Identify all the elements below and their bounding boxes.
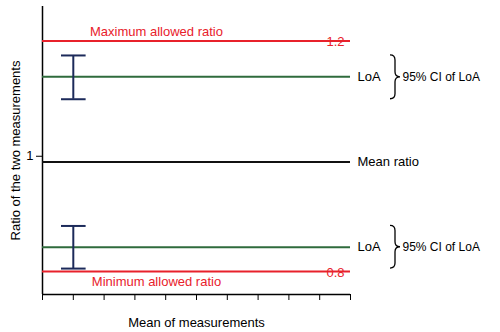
svg-text:Minimum allowed ratio: Minimum allowed ratio	[92, 274, 221, 289]
svg-text:LoA: LoA	[358, 239, 381, 254]
svg-text:1.2: 1.2	[326, 34, 344, 49]
svg-text:95% CI of LoA: 95% CI of LoA	[403, 70, 480, 84]
svg-text:Maximum allowed ratio: Maximum allowed ratio	[90, 24, 223, 39]
svg-text:95% CI of LoA: 95% CI of LoA	[403, 240, 480, 254]
svg-text:Mean ratio: Mean ratio	[358, 154, 419, 169]
svg-text:Ratio of the two measurements: Ratio of the two measurements	[8, 60, 23, 240]
svg-text:0.8: 0.8	[326, 265, 344, 280]
svg-text:LoA: LoA	[358, 69, 381, 84]
svg-text:Mean of measurements: Mean of measurements	[128, 315, 265, 330]
svg-text:1: 1	[26, 148, 33, 163]
